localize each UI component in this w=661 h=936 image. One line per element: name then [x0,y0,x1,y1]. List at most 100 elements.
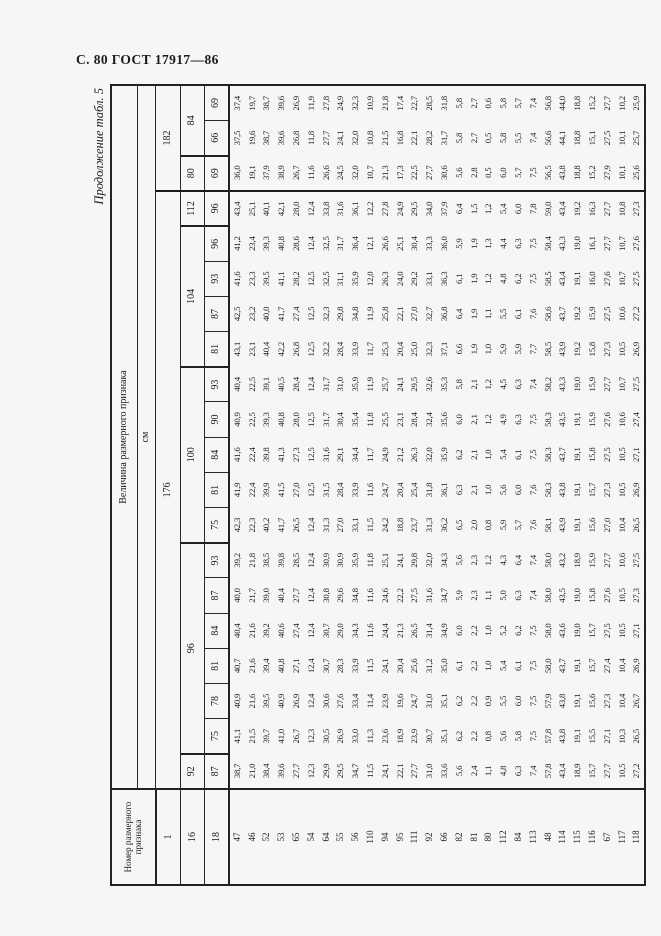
data-cell: 15,7 [587,482,598,498]
table-row: 55 29,5 26,9 27,6 28,3 29,0 29,6 30,9 27,0 28,4 29… [333,85,348,885]
data-cell: 15,6 [587,693,598,709]
data-cell: 26,7 [291,728,302,744]
waist-header: 84 [204,437,229,473]
data-cell: 31,2 [424,658,435,674]
waist-header: 87 [204,296,229,332]
data-cell: 24,4 [379,623,390,638]
data-cell: 27,7 [409,763,420,779]
data-cell: 28,2 [424,130,435,146]
data-cell: 15,7 [587,658,598,674]
data-cell: 43,8 [557,693,568,709]
row-label: 52 [259,789,274,885]
row-label: 111 [407,789,422,885]
data-cell: 21,7 [246,588,257,603]
data-cell: 1,0 [483,484,494,496]
data-cell: 25,6 [409,658,420,674]
data-cell: 26,5 [631,517,642,533]
data-cell: 27,0 [335,517,346,533]
data-cell: 18,9 [572,763,583,779]
data-cell: 27,7 [601,236,612,251]
data-cell: 2,2 [468,660,479,672]
row-label: 95 [392,789,408,885]
waist-header: 87 [204,753,229,789]
table-row: 48 57,8 57,8 57,9 58,0 58,0 58,0 58,0 58,1 58,3 58… [540,85,556,885]
data-cell: 32,3 [350,95,361,111]
chest-group-header: 84 [180,85,204,156]
data-cell: 19,2 [572,306,583,322]
data-cell: 38,7 [261,130,272,146]
data-cell: 15,9 [587,552,598,568]
data-cell: 21,6 [246,658,257,674]
data-cell: 22,4 [246,482,257,498]
data-cell: 36,0 [228,155,245,191]
data-cell: 19,0 [572,377,583,392]
data-cell: 39,0 [261,588,272,603]
data-cell: 27,1 [631,623,642,638]
data-cell: 1,2 [483,379,494,390]
row-label: 113 [525,789,541,885]
data-cell: 15,7 [587,623,598,638]
data-cell: 36,2 [439,517,450,533]
data-cell: 41,7 [276,306,287,322]
data-cell: 6,2 [513,273,524,284]
data-cell: 21,6 [246,623,257,638]
data-cell: 25,1 [246,201,257,217]
data-cell: 34,8 [350,588,361,603]
data-cell: 24,1 [379,763,390,779]
data-cell: 27,7 [601,763,612,779]
data-cell: 23,2 [246,306,257,322]
data-cell: 5,9 [513,343,524,355]
row-label: 110 [362,789,378,885]
data-cell: 28,4 [291,377,302,392]
data-cell: 30,6 [436,155,452,191]
row-label: 117 [614,789,630,885]
data-cell: 35,6 [439,412,450,427]
data-cell: 11,6 [303,155,319,191]
data-cell: 43,2 [557,552,568,568]
data-cell: 15,5 [587,728,598,744]
row-label: 46 [244,789,260,885]
data-cell: 7,4 [527,98,538,109]
data-cell: 27,3 [601,693,612,709]
data-cell: 20,4 [394,658,405,674]
data-cell: 38,5 [261,552,272,568]
data-cell: 27,4 [631,412,642,427]
data-cell: 33,8 [320,201,331,217]
data-cell: 6,0 [495,155,511,191]
data-cell: 27,6 [631,236,642,251]
data-cell: 32,6 [424,377,435,392]
data-cell: 30,5 [320,728,331,744]
data-cell: 21,3 [394,623,405,638]
height-group-header: 176 [155,190,180,789]
data-cell: 27,3 [291,447,302,463]
data-cell: 5,4 [498,449,509,460]
waist-header: 87 [204,577,229,614]
data-cell: 43,4 [231,201,242,217]
data-cell: 34,3 [350,623,361,638]
data-cell: 37,9 [259,155,274,191]
data-cell: 28,0 [291,201,302,217]
data-cell: 58,5 [542,271,553,287]
data-cell: 24,7 [409,693,420,709]
data-cell: 6,4 [453,203,464,215]
data-cell: 1,1 [483,590,494,601]
row-label: 116 [584,789,600,885]
data-cell: 7,4 [527,379,538,390]
data-cell: 2,2 [468,695,479,707]
data-cell: 27,5 [601,130,612,146]
data-cell: 7,4 [527,555,538,566]
data-cell: 31,0 [424,693,435,709]
data-cell: 21,5 [246,728,257,744]
table-row: 94 24,1 23,6 23,9 24,1 24,4 24,6 25,1 24,2 24,7 24… [377,85,393,885]
data-cell: 11,5 [365,658,376,673]
waist-header: 78 [204,683,229,719]
data-cell: 57,8 [542,763,553,779]
data-cell: 5,5 [498,695,509,707]
data-cell: 0,8 [483,731,494,742]
data-cell: 39,6 [276,95,287,111]
table-row: 81 2,4 2,2 2,2 2,2 2,2 2,3 2,3 2,0 2,1 2,1 2,1 2,1 1,… [466,85,482,885]
data-cell: 10,5 [616,623,627,638]
table-row: 65 27,7 26,7 26,9 27,1 27,4 27,7 28,5 26,5 27,0 27… [288,85,304,885]
data-cell: 1,2 [483,273,494,284]
data-cell: 31,7 [320,377,331,392]
